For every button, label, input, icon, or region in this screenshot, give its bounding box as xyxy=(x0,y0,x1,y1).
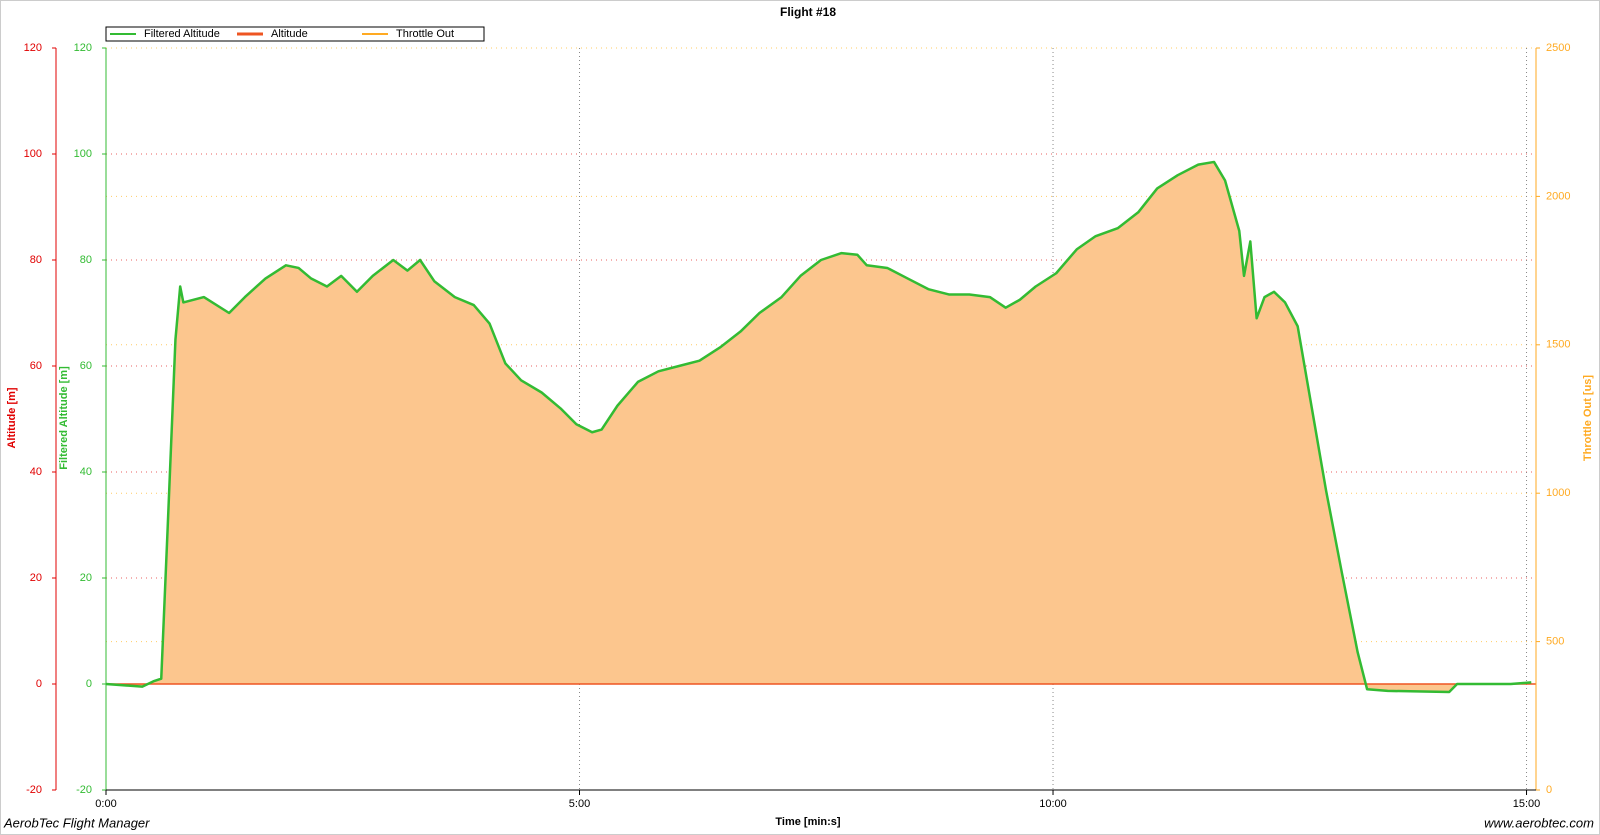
y-tick-label: 80 xyxy=(80,254,92,266)
legend-label: Filtered Altitude xyxy=(144,28,220,40)
x-tick-label: 15:00 xyxy=(1513,798,1541,810)
footer-right: www.aerobtec.com xyxy=(1484,815,1594,830)
y-tick-label: 20 xyxy=(30,572,42,584)
x-axis-label: Time [min:s] xyxy=(775,816,841,828)
y-tick-label: 60 xyxy=(80,360,92,372)
x-tick-label: 5:00 xyxy=(569,798,590,810)
y-tick-label: 0 xyxy=(86,678,92,690)
y-tick-label: 20 xyxy=(80,572,92,584)
legend-label: Altitude xyxy=(271,28,308,40)
legend xyxy=(105,26,485,42)
y-tick-label: 100 xyxy=(24,148,42,160)
y-tick-label: 0 xyxy=(36,678,42,690)
y2-tick-label: 500 xyxy=(1546,636,1564,648)
line xyxy=(105,160,1532,694)
y-axis-label: Altitude [m] xyxy=(6,387,18,448)
y-tick-label: 100 xyxy=(74,148,92,160)
y2-tick-label: 2500 xyxy=(1546,42,1570,54)
y-tick-label: -20 xyxy=(26,784,42,796)
y-axis-label-2: Filtered Altitude [m] xyxy=(58,366,70,470)
y-tick-label: 120 xyxy=(24,42,42,54)
y2-tick-label: 1000 xyxy=(1546,487,1570,499)
y2-axis-label: Throttle Out [us] xyxy=(1582,375,1594,461)
y2-tick-label: 2000 xyxy=(1546,190,1570,202)
y2-tick-label: 0 xyxy=(1546,784,1552,796)
y-tick-label: 120 xyxy=(74,42,92,54)
x-tick-label: 10:00 xyxy=(1039,798,1067,810)
y-tick-label: 40 xyxy=(80,466,92,478)
y-tick-label: 80 xyxy=(30,254,42,266)
y-tick-label: -20 xyxy=(76,784,92,796)
legend-label: Throttle Out xyxy=(396,28,454,40)
chart-title: Flight #18 xyxy=(780,5,836,19)
y2-tick-label: 1500 xyxy=(1546,339,1570,351)
y-tick-label: 60 xyxy=(30,360,42,372)
y-tick-label: 40 xyxy=(30,466,42,478)
area xyxy=(106,161,1532,692)
x-tick-label: 0:00 xyxy=(95,798,116,810)
footer-left: AerobTec Flight Manager xyxy=(3,815,150,830)
